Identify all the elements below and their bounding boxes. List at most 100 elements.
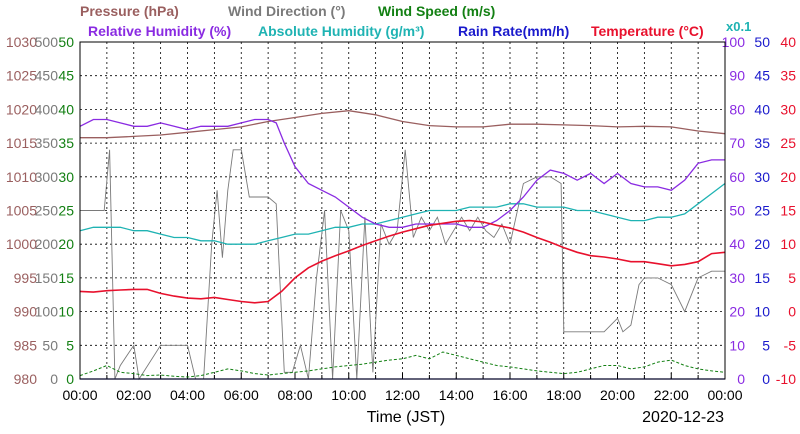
y-tick-pressure: 990 [14,304,38,320]
y-tick-temperature: -5 [784,337,797,353]
y-tick-wind-speed: 15 [58,270,74,286]
y-tick-temperature: 40 [780,34,796,50]
x-axis-label: Time (JST) [367,409,446,426]
y-tick-humidity: 60 [729,169,745,185]
x-tick-label: 00:00 [707,387,742,403]
y-tick-pressure: 1000 [6,236,37,252]
y-tick-humidity: 100 [722,34,746,50]
y-tick-wind-direction: 50 [42,337,58,353]
y-tick-humidity: 70 [729,135,745,151]
y-tick-wind-speed: 45 [58,68,74,84]
legend-pressure: Pressure (hPa) [80,3,179,19]
y-tick-wind-direction: 100 [35,304,59,320]
y-tick-humidity: 30 [729,270,745,286]
y-tick-humidity: 20 [729,304,745,320]
y-tick-humidity: 0 [737,371,745,387]
y-tick-wind-direction: 300 [35,169,59,185]
grid [80,42,725,379]
y-tick-rain-rate: 0 [762,371,770,387]
y-tick-wind-direction: 150 [35,270,59,286]
legend-rain-rate: Rain Rate(mm/h) [458,23,569,39]
y-tick-wind-direction: 200 [35,236,59,252]
x-tick-label: 22:00 [654,387,689,403]
x-tick-label: 06:00 [224,387,259,403]
y-tick-temperature: 5 [788,270,796,286]
y-tick-pressure: 1010 [6,169,37,185]
wind-direction-line [80,149,725,381]
y-tick-humidity: 50 [729,203,745,219]
x-tick-label: 16:00 [492,387,527,403]
y-tick-wind-direction: 350 [35,135,59,151]
y-tick-pressure: 1015 [6,135,37,151]
y-tick-humidity: 10 [729,337,745,353]
y-tick-wind-direction: 0 [50,371,58,387]
y-tick-wind-direction: 250 [35,203,59,219]
legend-wind-speed: Wind Speed (m/s) [378,3,495,19]
y-tick-rain-rate: 10 [754,304,770,320]
legend-absolute-humidity: Absolute Humidity (g/m³) [258,23,424,39]
temperature-line [79,219,726,304]
x-tick-label: 04:00 [170,387,205,403]
y-axes: 1030102510201015101010051000995990985980… [6,34,796,387]
y-tick-rain-rate: 50 [754,34,770,50]
y-tick-pressure: 1025 [6,68,37,84]
x-axis: 00:00 02:00 04:00 06:00 08:00 10:00 12:00 14:00… [62,373,743,403]
y-tick-temperature: 20 [780,169,796,185]
absolute-humidity-line [79,182,726,245]
y-tick-rain-rate: 5 [762,337,770,353]
y-tick-temperature: -10 [776,371,796,387]
x-tick-label: 12:00 [385,387,420,403]
y-tick-wind-direction: 400 [35,101,59,117]
x-tick-label: 08:00 [277,387,312,403]
y-tick-humidity: 80 [729,101,745,117]
y-tick-wind-direction: 500 [35,34,59,50]
y-tick-rain-rate: 30 [754,169,770,185]
y-tick-wind-direction: 450 [35,68,59,84]
y-tick-wind-speed: 30 [58,169,74,185]
y-tick-wind-speed: 25 [58,203,74,219]
y-tick-temperature: 10 [780,236,796,252]
y-tick-temperature: 25 [780,135,796,151]
y-tick-pressure: 995 [14,270,38,286]
y-tick-wind-speed: 20 [58,236,74,252]
legend-multiplier: x0.1 [726,19,751,34]
y-tick-wind-speed: 5 [66,337,74,353]
x-tick-label: 18:00 [546,387,581,403]
y-tick-rain-rate: 35 [754,135,770,151]
x-tick-label: 02:00 [116,387,151,403]
wind-speed-line [79,351,726,378]
relative-humidity-line [79,118,725,228]
x-tick-label: 10:00 [331,387,366,403]
y-tick-pressure: 1030 [6,34,37,50]
x-tick-label: 14:00 [439,387,474,403]
y-tick-temperature: 0 [788,304,796,320]
pressure-line [80,110,726,139]
y-tick-humidity: 40 [729,236,745,252]
y-tick-pressure: 985 [14,337,38,353]
y-tick-temperature: 30 [780,101,796,117]
y-tick-wind-speed: 10 [58,304,74,320]
y-tick-pressure: 1005 [6,203,37,219]
y-tick-rain-rate: 25 [754,203,770,219]
y-tick-temperature: 35 [780,68,796,84]
y-tick-rain-rate: 15 [754,270,770,286]
legend-temperature: Temperature (°C) [591,23,704,39]
y-tick-wind-speed: 0 [66,371,74,387]
x-tick-label: 20:00 [600,387,635,403]
y-tick-rain-rate: 45 [754,68,770,84]
legend-wind-direction: Wind Direction (°) [228,3,345,19]
y-tick-temperature: 15 [780,203,796,219]
y-tick-rain-rate: 40 [754,101,770,117]
plot-frame [79,41,726,380]
y-tick-wind-speed: 40 [58,101,74,117]
y-tick-pressure: 1020 [6,101,37,117]
y-tick-pressure: 980 [14,371,38,387]
legend: Pressure (hPa) Wind Direction (°) Wind S… [80,3,751,39]
y-tick-humidity: 90 [729,68,745,84]
y-tick-rain-rate: 20 [754,236,770,252]
y-tick-wind-speed: 50 [58,34,74,50]
legend-relative-humidity: Relative Humidity (%) [88,23,231,39]
x-tick-label: 00:00 [62,387,97,403]
y-tick-wind-speed: 35 [58,135,74,151]
